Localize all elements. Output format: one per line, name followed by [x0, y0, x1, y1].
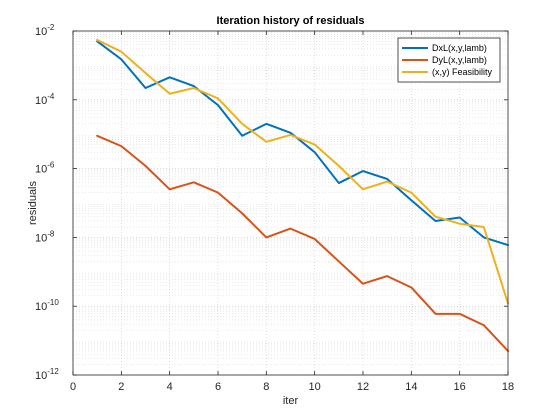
axis-ticks [72, 30, 509, 376]
x-tick-labels: 0 2 4 6 8 10 12 14 16 18 [70, 381, 514, 393]
x-tick-label: 2 [118, 381, 124, 393]
y-tick-label: 10-12 [35, 367, 59, 382]
y-tick-label: 10-8 [35, 229, 55, 244]
x-tick-label: 8 [263, 381, 269, 393]
y-tick-labels: 10-12 10-10 10-8 10-6 10-4 10-2 [35, 23, 59, 382]
series-line-3 [96, 38, 509, 305]
x-tick-label: 6 [215, 381, 221, 393]
x-tick-label: 4 [167, 381, 173, 393]
x-axis-label: iter [283, 395, 299, 407]
x-tick-label: 0 [70, 381, 76, 393]
x-tick-label: 10 [309, 381, 321, 393]
y-tick-label: 10-6 [35, 161, 55, 176]
chart-title: Iteration history of residuals [217, 15, 365, 27]
y-axis-label: residuals [27, 180, 39, 225]
series-line-2 [96, 134, 509, 352]
series-layer [96, 38, 509, 352]
legend-label-1: DxL(x,y,lamb) [432, 43, 487, 53]
legend-label-2: DyL(x,y,lamb) [432, 55, 487, 65]
y-tick-label: 10-4 [35, 92, 55, 107]
x-tick-label: 16 [454, 381, 466, 393]
x-tick-label: 18 [502, 381, 514, 393]
legend: DxL(x,y,lamb) DyL(x,y,lamb) (x,y) Feasibil… [397, 37, 501, 83]
legend-label-3: (x,y) Feasibility [432, 67, 493, 77]
x-tick-label: 12 [357, 381, 369, 393]
series-line-1 [96, 40, 509, 247]
minor-grid [73, 32, 508, 365]
x-tick-label: 14 [405, 381, 417, 393]
y-tick-label: 10-2 [35, 23, 55, 38]
axes-frame [72, 30, 509, 376]
plot-area [73, 31, 508, 375]
y-tick-label: 10-10 [35, 298, 59, 313]
